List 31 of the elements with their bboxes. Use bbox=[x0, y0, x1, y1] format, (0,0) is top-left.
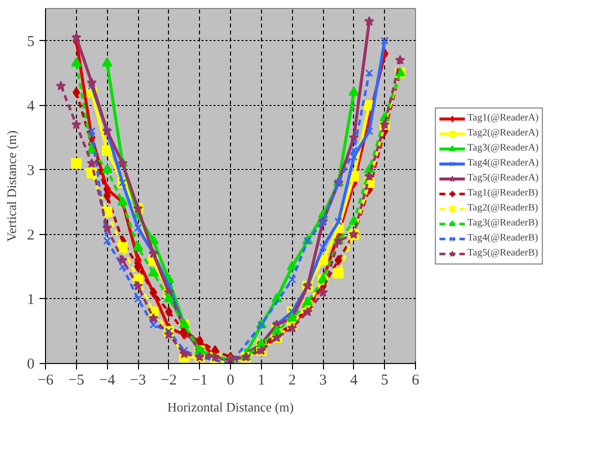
legend-label: Tag2(@ReaderB) bbox=[467, 202, 538, 215]
x-tick-label: −5 bbox=[68, 372, 84, 388]
x-tick-label: −2 bbox=[160, 372, 177, 388]
legend-label: Tag1(@ReaderB) bbox=[467, 186, 538, 200]
y-tick-label: 1 bbox=[27, 292, 34, 308]
legend-label: Tag1(@ReaderA) bbox=[467, 112, 539, 125]
x-tick-label: 1 bbox=[258, 372, 266, 388]
y-tick-label: 3 bbox=[27, 162, 34, 179]
y-tick-label: 0 bbox=[27, 356, 34, 372]
legend-label: Tag3(@ReaderA) bbox=[467, 142, 539, 155]
x-tick-label: −3 bbox=[130, 372, 146, 388]
x-tick-label: 3 bbox=[319, 372, 327, 388]
x-tick-label: 6 bbox=[412, 372, 420, 388]
legend-label: Tag5(@ReaderA) bbox=[467, 172, 539, 185]
x-tick-label: 4 bbox=[350, 372, 358, 388]
y-axis-title: Vertical Distance (m) bbox=[4, 130, 19, 242]
legend-label: Tag5(@ReaderB) bbox=[467, 246, 538, 260]
legend-label: Tag4(@ReaderA) bbox=[467, 156, 539, 170]
x-tick-label: 5 bbox=[380, 372, 388, 388]
legend-label: Tag2(@ReaderA) bbox=[467, 126, 539, 140]
x-tick-label: −6 bbox=[38, 372, 54, 388]
y-tick-label: 2 bbox=[27, 227, 34, 244]
x-axis-title: Horizontal Distance (m) bbox=[167, 400, 294, 414]
legend-label: Tag4(@ReaderB) bbox=[467, 232, 538, 245]
y-tick-label: 4 bbox=[27, 98, 35, 114]
x-tick-label: 0 bbox=[226, 372, 234, 388]
legend-label: Tag3(@ReaderB) bbox=[467, 216, 538, 230]
x-tick-label: −4 bbox=[99, 372, 116, 388]
y-tick-label: 5 bbox=[27, 34, 34, 50]
x-tick-label: −1 bbox=[192, 372, 208, 388]
x-tick-label: 2 bbox=[288, 372, 296, 388]
